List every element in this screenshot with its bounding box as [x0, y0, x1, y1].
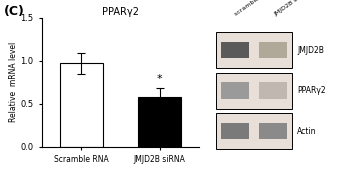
FancyBboxPatch shape — [259, 123, 287, 139]
Bar — [60, 63, 103, 147]
Text: *: * — [157, 74, 163, 84]
FancyBboxPatch shape — [259, 42, 287, 58]
Text: Actin: Actin — [297, 127, 317, 136]
FancyBboxPatch shape — [216, 32, 292, 68]
FancyBboxPatch shape — [221, 83, 249, 99]
Text: scramble RNA: scramble RNA — [233, 0, 272, 17]
FancyBboxPatch shape — [221, 123, 249, 139]
Text: (C): (C) — [3, 5, 24, 18]
Text: JMJD2B siRNA: JMJD2B siRNA — [273, 0, 311, 17]
Y-axis label: Relative  mRNA level: Relative mRNA level — [9, 42, 18, 122]
FancyBboxPatch shape — [259, 83, 287, 99]
Text: PPARγ2: PPARγ2 — [297, 86, 326, 95]
FancyBboxPatch shape — [216, 113, 292, 149]
Title: PPARγ2: PPARγ2 — [102, 7, 139, 17]
Text: JMJD2B: JMJD2B — [297, 45, 324, 55]
Bar — [138, 97, 181, 147]
FancyBboxPatch shape — [221, 42, 249, 58]
FancyBboxPatch shape — [216, 72, 292, 109]
